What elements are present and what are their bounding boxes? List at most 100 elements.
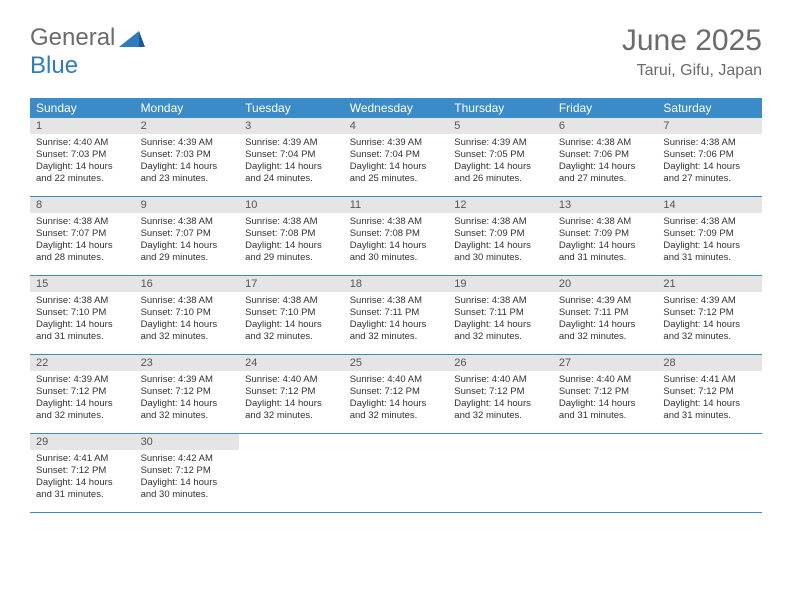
day-line-d2: and 26 minutes. <box>454 173 547 185</box>
day-cell: 3Sunrise: 4:39 AMSunset: 7:04 PMDaylight… <box>239 118 344 196</box>
day-line-sunrise: Sunrise: 4:38 AM <box>454 216 547 228</box>
day-line-sunrise: Sunrise: 4:38 AM <box>559 137 652 149</box>
calendar-page: General June 2025 Tarui, Gifu, Japan Blu… <box>0 0 792 537</box>
day-line-sunset: Sunset: 7:08 PM <box>245 228 338 240</box>
day-cell: 8Sunrise: 4:38 AMSunset: 7:07 PMDaylight… <box>30 197 135 275</box>
logo: General <box>30 24 147 52</box>
day-number: 22 <box>30 355 135 371</box>
day-number: 18 <box>344 276 449 292</box>
day-line-sunrise: Sunrise: 4:42 AM <box>141 453 234 465</box>
day-number: 3 <box>239 118 344 134</box>
day-number: 23 <box>135 355 240 371</box>
day-cell: 18Sunrise: 4:38 AMSunset: 7:11 PMDayligh… <box>344 276 449 354</box>
day-line-sunset: Sunset: 7:09 PM <box>559 228 652 240</box>
week-row: 1Sunrise: 4:40 AMSunset: 7:03 PMDaylight… <box>30 118 762 197</box>
day-line-sunrise: Sunrise: 4:38 AM <box>559 216 652 228</box>
day-number: 21 <box>657 276 762 292</box>
day-line-d1: Daylight: 14 hours <box>454 240 547 252</box>
day-cell <box>344 434 449 512</box>
day-body: Sunrise: 4:40 AMSunset: 7:12 PMDaylight:… <box>239 371 344 426</box>
day-line-sunset: Sunset: 7:04 PM <box>350 149 443 161</box>
dow-sunday: Sunday <box>30 98 135 118</box>
day-number: 16 <box>135 276 240 292</box>
day-cell: 19Sunrise: 4:38 AMSunset: 7:11 PMDayligh… <box>448 276 553 354</box>
day-line-sunset: Sunset: 7:12 PM <box>245 386 338 398</box>
day-number: 12 <box>448 197 553 213</box>
day-cell: 2Sunrise: 4:39 AMSunset: 7:03 PMDaylight… <box>135 118 240 196</box>
day-cell: 22Sunrise: 4:39 AMSunset: 7:12 PMDayligh… <box>30 355 135 433</box>
day-cell <box>448 434 553 512</box>
day-line-d1: Daylight: 14 hours <box>663 161 756 173</box>
day-line-sunrise: Sunrise: 4:39 AM <box>559 295 652 307</box>
week-row: 15Sunrise: 4:38 AMSunset: 7:10 PMDayligh… <box>30 276 762 355</box>
day-cell: 21Sunrise: 4:39 AMSunset: 7:12 PMDayligh… <box>657 276 762 354</box>
day-body: Sunrise: 4:38 AMSunset: 7:10 PMDaylight:… <box>135 292 240 347</box>
day-line-sunrise: Sunrise: 4:38 AM <box>663 137 756 149</box>
day-body: Sunrise: 4:39 AMSunset: 7:04 PMDaylight:… <box>239 134 344 189</box>
day-line-sunset: Sunset: 7:12 PM <box>141 386 234 398</box>
dow-friday: Friday <box>553 98 658 118</box>
day-body: Sunrise: 4:38 AMSunset: 7:07 PMDaylight:… <box>135 213 240 268</box>
day-line-d2: and 27 minutes. <box>559 173 652 185</box>
day-cell: 6Sunrise: 4:38 AMSunset: 7:06 PMDaylight… <box>553 118 658 196</box>
day-line-sunrise: Sunrise: 4:39 AM <box>141 137 234 149</box>
day-cell: 4Sunrise: 4:39 AMSunset: 7:04 PMDaylight… <box>344 118 449 196</box>
day-cell: 11Sunrise: 4:38 AMSunset: 7:08 PMDayligh… <box>344 197 449 275</box>
day-number: 11 <box>344 197 449 213</box>
day-line-d1: Daylight: 14 hours <box>36 477 129 489</box>
day-number: 4 <box>344 118 449 134</box>
day-line-d1: Daylight: 14 hours <box>454 161 547 173</box>
day-number <box>657 434 762 438</box>
day-line-d1: Daylight: 14 hours <box>350 398 443 410</box>
day-cell: 24Sunrise: 4:40 AMSunset: 7:12 PMDayligh… <box>239 355 344 433</box>
day-number: 15 <box>30 276 135 292</box>
day-body: Sunrise: 4:39 AMSunset: 7:12 PMDaylight:… <box>30 371 135 426</box>
day-line-d2: and 30 minutes. <box>454 252 547 264</box>
day-number: 5 <box>448 118 553 134</box>
day-line-d1: Daylight: 14 hours <box>559 161 652 173</box>
day-line-d2: and 30 minutes. <box>141 489 234 501</box>
day-cell: 25Sunrise: 4:40 AMSunset: 7:12 PMDayligh… <box>344 355 449 433</box>
day-line-sunset: Sunset: 7:04 PM <box>245 149 338 161</box>
day-line-sunset: Sunset: 7:06 PM <box>663 149 756 161</box>
day-line-sunrise: Sunrise: 4:38 AM <box>245 295 338 307</box>
day-number: 29 <box>30 434 135 450</box>
day-line-sunrise: Sunrise: 4:39 AM <box>454 137 547 149</box>
day-cell: 30Sunrise: 4:42 AMSunset: 7:12 PMDayligh… <box>135 434 240 512</box>
day-cell: 27Sunrise: 4:40 AMSunset: 7:12 PMDayligh… <box>553 355 658 433</box>
day-line-d2: and 22 minutes. <box>36 173 129 185</box>
dow-thursday: Thursday <box>448 98 553 118</box>
day-line-d2: and 32 minutes. <box>350 331 443 343</box>
day-line-d1: Daylight: 14 hours <box>141 398 234 410</box>
day-line-d2: and 24 minutes. <box>245 173 338 185</box>
day-line-d1: Daylight: 14 hours <box>141 161 234 173</box>
day-line-sunrise: Sunrise: 4:39 AM <box>36 374 129 386</box>
day-line-d2: and 31 minutes. <box>36 331 129 343</box>
day-body: Sunrise: 4:38 AMSunset: 7:08 PMDaylight:… <box>344 213 449 268</box>
day-line-d1: Daylight: 14 hours <box>141 319 234 331</box>
day-cell: 13Sunrise: 4:38 AMSunset: 7:09 PMDayligh… <box>553 197 658 275</box>
day-line-d2: and 31 minutes. <box>559 252 652 264</box>
day-line-sunrise: Sunrise: 4:39 AM <box>245 137 338 149</box>
day-line-sunrise: Sunrise: 4:39 AM <box>663 295 756 307</box>
weeks-container: 1Sunrise: 4:40 AMSunset: 7:03 PMDaylight… <box>30 118 762 513</box>
day-body: Sunrise: 4:40 AMSunset: 7:12 PMDaylight:… <box>344 371 449 426</box>
day-cell: 14Sunrise: 4:38 AMSunset: 7:09 PMDayligh… <box>657 197 762 275</box>
day-body: Sunrise: 4:38 AMSunset: 7:09 PMDaylight:… <box>448 213 553 268</box>
day-line-sunset: Sunset: 7:11 PM <box>559 307 652 319</box>
day-body: Sunrise: 4:38 AMSunset: 7:11 PMDaylight:… <box>448 292 553 347</box>
day-line-sunset: Sunset: 7:09 PM <box>663 228 756 240</box>
day-line-sunrise: Sunrise: 4:38 AM <box>454 295 547 307</box>
day-line-sunset: Sunset: 7:12 PM <box>663 386 756 398</box>
day-number: 2 <box>135 118 240 134</box>
day-cell: 16Sunrise: 4:38 AMSunset: 7:10 PMDayligh… <box>135 276 240 354</box>
location-label: Tarui, Gifu, Japan <box>622 62 762 80</box>
day-line-sunrise: Sunrise: 4:39 AM <box>141 374 234 386</box>
day-line-sunset: Sunset: 7:12 PM <box>36 465 129 477</box>
day-body: Sunrise: 4:40 AMSunset: 7:12 PMDaylight:… <box>448 371 553 426</box>
logo-word-1: General <box>30 24 115 52</box>
day-line-d2: and 31 minutes. <box>36 489 129 501</box>
day-cell: 1Sunrise: 4:40 AMSunset: 7:03 PMDaylight… <box>30 118 135 196</box>
day-number: 9 <box>135 197 240 213</box>
day-line-sunset: Sunset: 7:05 PM <box>454 149 547 161</box>
